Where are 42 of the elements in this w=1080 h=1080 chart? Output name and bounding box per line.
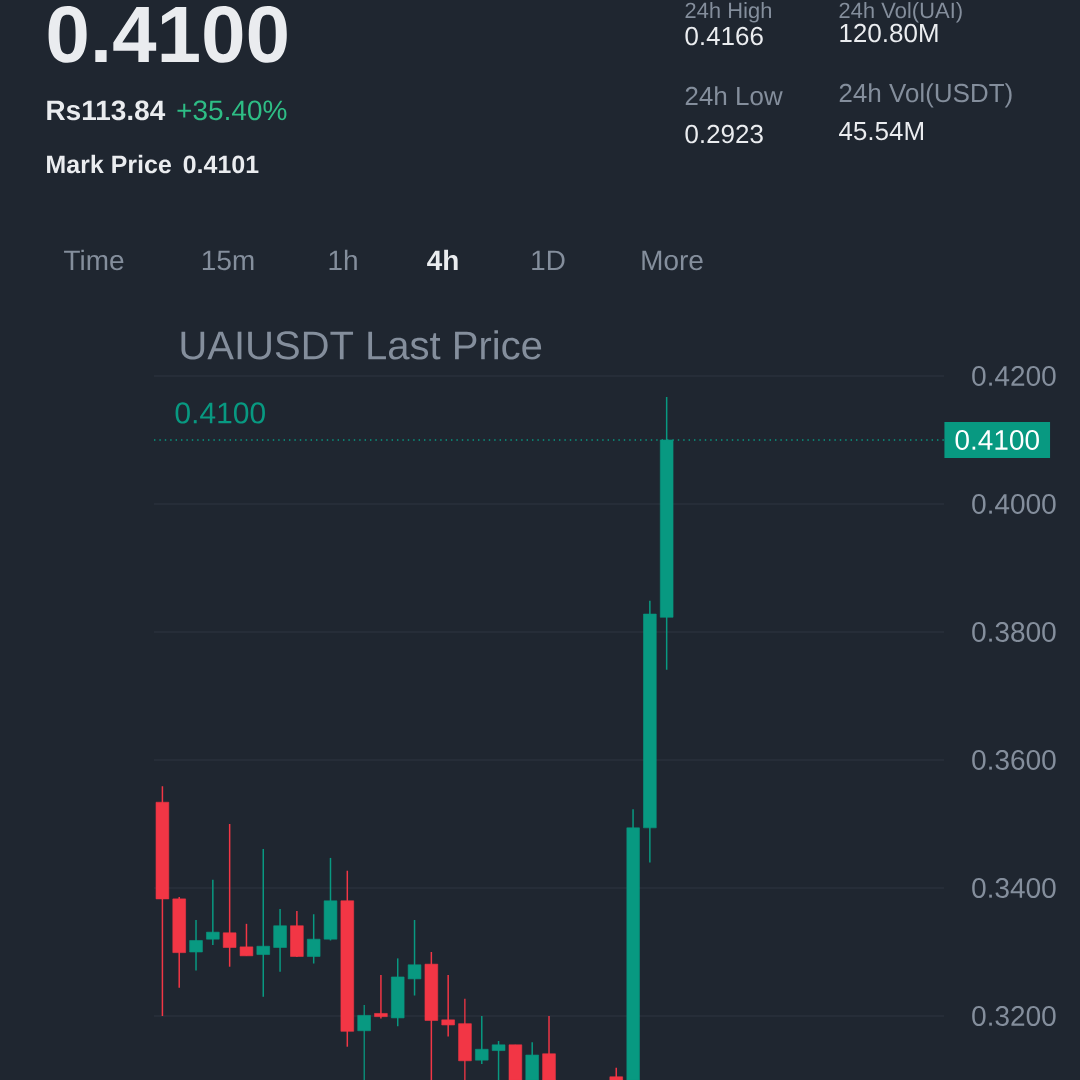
- text: 1D: [532, 250, 565, 270]
- ref-line-label: 0.4100: [955, 430, 1039, 450]
- candlestick: [491, 1040, 506, 1080]
- candlestick: [256, 848, 270, 998]
- y-tick-label: 0.3800: [972, 622, 1056, 642]
- candlestick: [239, 923, 254, 957]
- text: +35.40%: [177, 100, 287, 121]
- candlestick: [357, 1004, 371, 1080]
- text: 24h Vol(UAI): [839, 2, 962, 23]
- text: More: [642, 250, 703, 271]
- text: 0.4100: [48, 6, 287, 63]
- text: 4h: [427, 249, 458, 270]
- y-tick-label: 0.3200: [972, 1006, 1056, 1026]
- text: Time: [64, 249, 124, 271]
- candlestick: [475, 1015, 489, 1065]
- candlestick: [206, 878, 220, 946]
- candlestick: [307, 913, 321, 965]
- candlestick: [374, 974, 388, 1020]
- y-tick-label: 0.4200: [972, 366, 1056, 386]
- text: 15m: [202, 250, 254, 271]
- text: Mark Price: [47, 154, 171, 174]
- text: Rs113.84: [47, 100, 166, 121]
- text: 1h: [329, 249, 357, 270]
- chart-title: UAIUSDT Last Price: [181, 330, 542, 360]
- y-tick-label: 0.3600: [972, 750, 1056, 770]
- candlestick: [609, 1067, 623, 1080]
- text: 0.4166: [685, 26, 763, 46]
- candlestick: [273, 908, 287, 973]
- text: 24h Low: [685, 86, 783, 106]
- text: 120.80M: [840, 23, 938, 43]
- text: 45.54M: [839, 122, 924, 141]
- y-tick-label: 0.3400: [972, 878, 1056, 898]
- y-tick-label: 0.4000: [972, 494, 1056, 514]
- candlestick: [222, 823, 237, 968]
- text: 24h High: [685, 2, 771, 23]
- text: 24h Vol(USDT): [839, 83, 1012, 108]
- text: 0.2923: [685, 124, 763, 144]
- candlestick: [189, 919, 203, 972]
- candlestick: [441, 974, 455, 1038]
- text: 0.4100: [175, 402, 265, 424]
- candlestick: [407, 919, 422, 997]
- text: 0.4101: [183, 155, 259, 174]
